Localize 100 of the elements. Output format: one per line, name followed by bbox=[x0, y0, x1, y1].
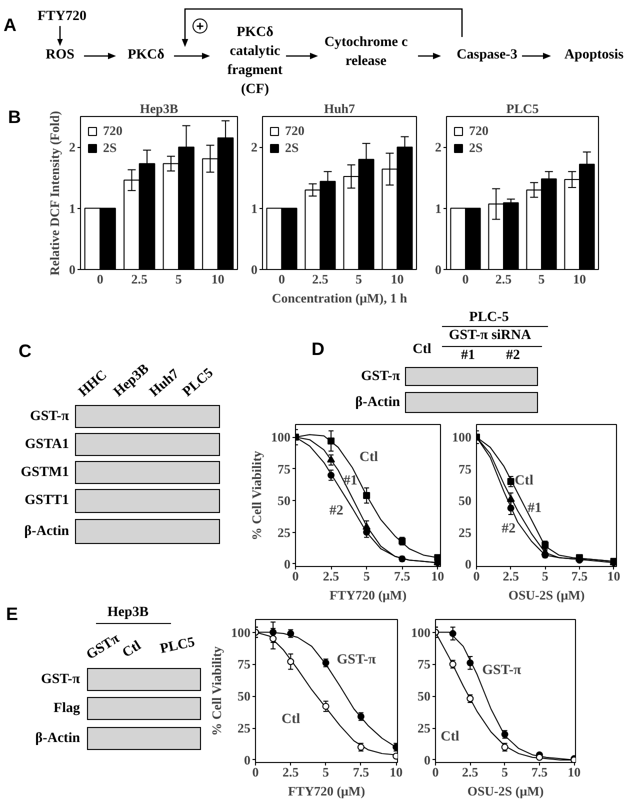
y-axis-title: % Cell Viability bbox=[209, 646, 224, 736]
y-tick-label: 0 bbox=[69, 262, 76, 277]
y-tick-label: 100 bbox=[411, 624, 430, 640]
x-tick-label: 2.5 bbox=[131, 272, 148, 286]
text: PLC-5 bbox=[469, 310, 509, 325]
legend-label: 720 bbox=[469, 123, 489, 139]
legend-label: 2S bbox=[469, 140, 484, 156]
x-tick-label: 10 bbox=[431, 568, 444, 584]
category-label: Ctl bbox=[412, 342, 432, 357]
legend-label: 2S bbox=[285, 140, 300, 156]
category-label: β-Actin bbox=[355, 394, 400, 410]
category-label: ROS bbox=[46, 46, 74, 65]
y-tick-label: 100 bbox=[231, 624, 250, 640]
category-label: GSTA1 bbox=[24, 436, 69, 452]
series-label: GST-π bbox=[336, 652, 376, 668]
category-label: PLC5 bbox=[158, 635, 196, 657]
text: E bbox=[6, 604, 18, 624]
category-label: GSTπ bbox=[84, 631, 122, 663]
y-tick-label: 75 bbox=[418, 656, 431, 672]
chart-title: Huh7 bbox=[324, 101, 356, 116]
category-label: Caspase-3 bbox=[456, 46, 518, 65]
y-tick-label: 2 bbox=[435, 140, 442, 155]
y-tick-label: 75 bbox=[238, 656, 251, 672]
x-tick-label: 5 bbox=[175, 272, 182, 286]
x-tick-label: 2.5 bbox=[462, 764, 479, 780]
text: FTY720 bbox=[38, 9, 86, 24]
y-tick-label: 25 bbox=[278, 524, 291, 540]
y-tick-label: 0 bbox=[465, 556, 472, 572]
legend-label: 720 bbox=[285, 123, 305, 139]
y-axis-title: Relative DCF Intensity (Fold) bbox=[47, 110, 62, 276]
category-label: GST-π bbox=[360, 368, 400, 384]
category-label: GSTM1 bbox=[20, 464, 69, 480]
x-tick-label: 2.5 bbox=[495, 272, 512, 286]
category-label: GST-π bbox=[40, 672, 80, 686]
y-tick-label: 1 bbox=[435, 200, 442, 216]
y-tick-label: 2 bbox=[251, 140, 258, 155]
y-tick-label: 75 bbox=[278, 461, 291, 476]
y-tick-label: 0 bbox=[435, 262, 442, 277]
text: GST-π siRNA bbox=[448, 328, 532, 343]
text: C bbox=[18, 341, 32, 361]
category-label: Ctl bbox=[120, 638, 144, 661]
legend-label: 2S bbox=[103, 140, 118, 156]
x-tick-label: 2.5 bbox=[312, 272, 329, 286]
x-tick-label: 10 bbox=[568, 764, 581, 780]
x-axis-title: FTY720 (μM) bbox=[288, 784, 366, 798]
x-tick-label: 5 bbox=[502, 764, 509, 780]
y-tick-label: 0 bbox=[251, 262, 258, 277]
x-tick-label: 5 bbox=[538, 272, 546, 286]
x-tick-label: 5 bbox=[356, 272, 362, 286]
y-tick-label: 25 bbox=[418, 720, 431, 736]
x-tick-label: 10 bbox=[390, 764, 403, 780]
x-axis-title: OSU-2S (μM) bbox=[467, 784, 544, 798]
y-tick-label: 2 bbox=[69, 140, 76, 155]
category-label: Cytochrome c release bbox=[324, 34, 408, 71]
x-tick-label: 7.5 bbox=[394, 568, 411, 584]
category-label: PKCδ bbox=[128, 46, 164, 65]
category-label: GST-π bbox=[30, 408, 69, 424]
x-tick-label: 5 bbox=[322, 764, 330, 780]
x-tick-label: 2.5 bbox=[502, 568, 520, 584]
y-tick-label: 1 bbox=[69, 200, 76, 216]
text: + bbox=[196, 18, 204, 34]
x-axis-title: FTY720 (μM) bbox=[329, 588, 407, 602]
x-tick-label: 2.5 bbox=[322, 568, 340, 584]
y-tick-label: 25 bbox=[238, 720, 251, 736]
y-tick-label: 50 bbox=[278, 493, 290, 508]
x-tick-label: 10 bbox=[390, 272, 404, 286]
y-tick-label: 1 bbox=[251, 200, 258, 216]
category-label: β-Actin bbox=[35, 730, 80, 746]
text: Hep3B bbox=[107, 605, 149, 620]
x-tick-label: 10 bbox=[211, 272, 224, 286]
chart-title: Hep3B bbox=[140, 101, 178, 116]
y-tick-label: 0 bbox=[244, 752, 250, 768]
x-tick-label: 10 bbox=[607, 568, 620, 584]
y-tick-label: 100 bbox=[452, 430, 472, 445]
y-tick-label: 100 bbox=[271, 430, 290, 445]
x-tick-label: 7.5 bbox=[352, 764, 370, 780]
text: A bbox=[4, 15, 16, 35]
y-tick-label: 0 bbox=[284, 556, 290, 572]
y-axis-title: % Cell Viability bbox=[249, 450, 264, 540]
y-tick-label: 50 bbox=[238, 688, 250, 704]
y-tick-label: 50 bbox=[458, 493, 472, 508]
text: B bbox=[8, 107, 21, 127]
y-tick-label: 50 bbox=[418, 688, 430, 704]
category-label: PKCδ catalytic fragment (CF) bbox=[227, 24, 283, 99]
category-label: #2 bbox=[506, 348, 520, 363]
x-tick-label: 0 bbox=[96, 272, 104, 286]
legend-label: 720 bbox=[103, 123, 123, 139]
y-tick-label: 75 bbox=[458, 461, 472, 476]
series-label: Ctl bbox=[281, 712, 300, 728]
x-tick-label: 10 bbox=[573, 272, 586, 286]
x-tick-label: 7.5 bbox=[531, 764, 548, 780]
x-axis-title: OSU-2S (μM) bbox=[508, 588, 585, 602]
category-label: Apoptosis bbox=[564, 46, 624, 65]
category-label: GSTT1 bbox=[24, 493, 69, 508]
x-axis-title: Concentration (μM), 1 h bbox=[272, 290, 408, 306]
x-tick-label: 7.5 bbox=[571, 568, 588, 584]
x-tick-label: 5 bbox=[542, 568, 549, 584]
x-tick-label: 2.5 bbox=[282, 764, 300, 780]
category-label: β-Actin bbox=[24, 524, 69, 538]
y-tick-label: 0 bbox=[424, 752, 430, 768]
